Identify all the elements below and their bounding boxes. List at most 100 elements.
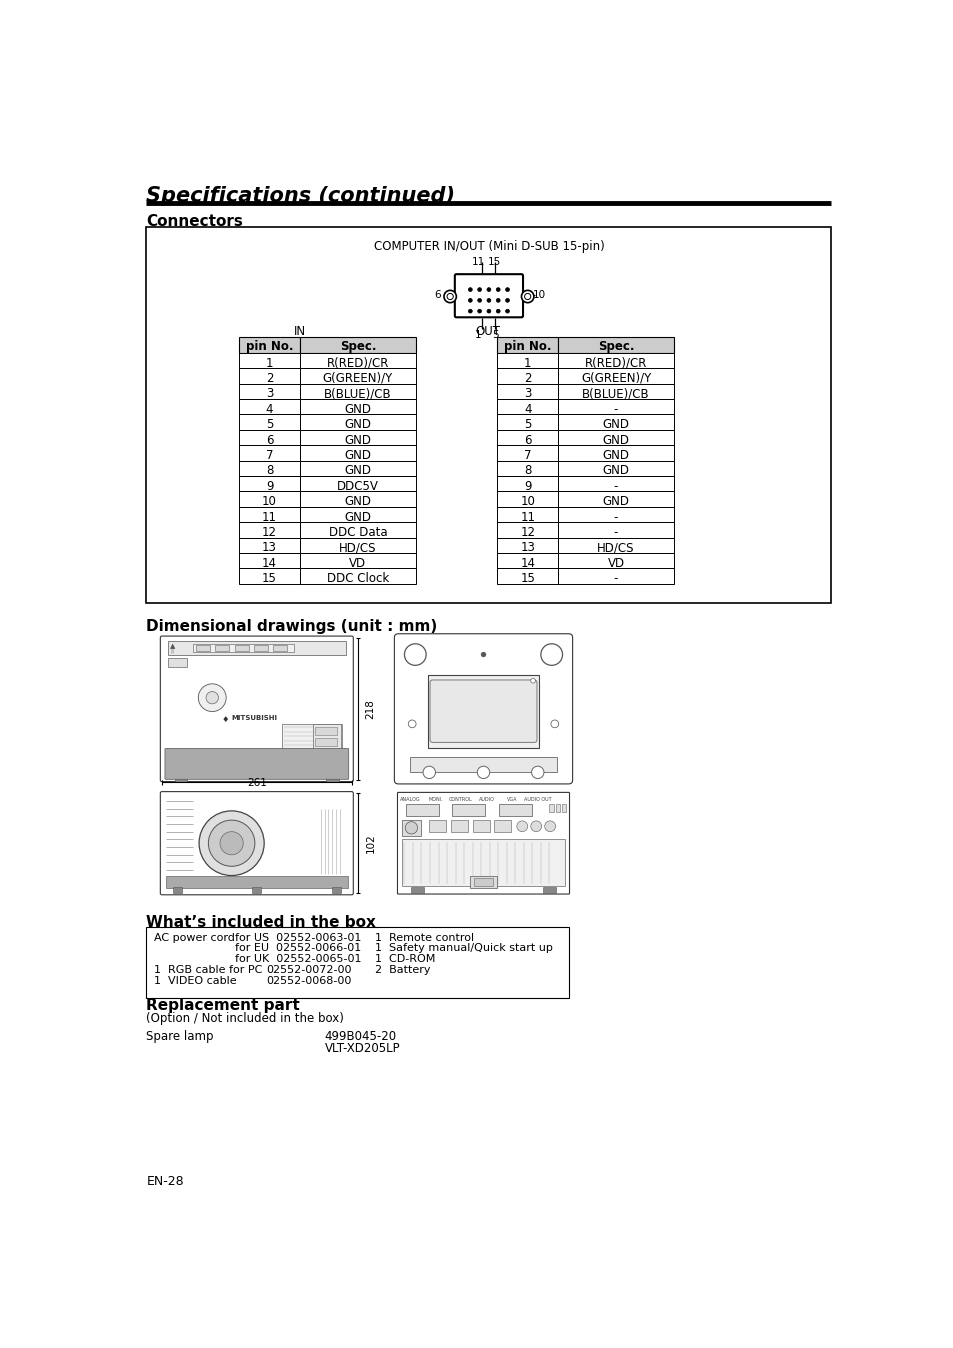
Text: GND: GND — [344, 464, 371, 477]
Bar — [558, 445, 674, 461]
Text: GND: GND — [344, 449, 371, 462]
Bar — [274, 644, 287, 651]
Circle shape — [198, 683, 226, 712]
Circle shape — [505, 309, 509, 313]
Text: Spec.: Spec. — [598, 341, 634, 353]
Bar — [402, 840, 564, 886]
Bar — [239, 569, 299, 584]
Text: (Option / Not included in the box): (Option / Not included in the box) — [146, 1012, 344, 1024]
Bar — [146, 927, 568, 998]
Bar — [498, 803, 531, 817]
Text: GND: GND — [344, 403, 371, 415]
FancyBboxPatch shape — [455, 274, 522, 317]
Circle shape — [486, 309, 491, 313]
Bar — [239, 553, 299, 569]
Text: 499B045-20: 499B045-20 — [324, 1030, 396, 1043]
Text: AUDIO: AUDIO — [478, 797, 494, 802]
FancyBboxPatch shape — [160, 636, 353, 782]
Bar — [558, 538, 674, 553]
Bar — [215, 644, 229, 651]
Text: COMPUTER IN/OUT (Mini D-SUB 15-pin): COMPUTER IN/OUT (Mini D-SUB 15-pin) — [374, 240, 603, 253]
Bar — [239, 337, 299, 353]
Circle shape — [443, 290, 456, 303]
Bar — [299, 337, 416, 353]
Circle shape — [405, 822, 417, 834]
Bar — [497, 353, 558, 368]
Text: -: - — [613, 526, 618, 539]
Text: Spec.: Spec. — [339, 341, 375, 353]
Bar — [497, 507, 558, 522]
Text: HD/CS: HD/CS — [597, 542, 634, 554]
Text: 1  VIDEO cable: 1 VIDEO cable — [154, 976, 236, 985]
Bar — [299, 384, 416, 399]
Text: GND: GND — [602, 449, 629, 462]
Bar — [299, 445, 416, 461]
Text: GND: GND — [344, 511, 371, 523]
Bar — [558, 384, 674, 399]
Bar — [558, 337, 674, 353]
Bar — [166, 876, 348, 888]
Text: -: - — [613, 511, 618, 523]
Circle shape — [480, 652, 485, 656]
Text: VD: VD — [349, 557, 366, 570]
Text: DDC5V: DDC5V — [336, 480, 378, 493]
Circle shape — [540, 644, 562, 666]
Bar — [427, 674, 538, 748]
Bar — [452, 803, 484, 817]
Text: AUDIO OUT: AUDIO OUT — [523, 797, 551, 802]
Text: -: - — [613, 403, 618, 415]
Text: Connectors: Connectors — [146, 214, 243, 229]
Bar — [299, 507, 416, 522]
Text: GND: GND — [344, 434, 371, 446]
Text: 15: 15 — [262, 572, 276, 585]
Circle shape — [496, 309, 499, 313]
Text: R(RED)/CR: R(RED)/CR — [327, 357, 389, 369]
Text: GND: GND — [602, 434, 629, 446]
Bar — [239, 384, 299, 399]
Bar — [497, 461, 558, 476]
Circle shape — [486, 298, 491, 302]
Bar — [469, 876, 497, 888]
Bar — [549, 803, 554, 811]
Text: Specifications (continued): Specifications (continued) — [146, 186, 455, 206]
Bar — [299, 553, 416, 569]
Circle shape — [544, 821, 555, 832]
Text: -: - — [613, 480, 618, 493]
Bar — [239, 476, 299, 491]
Bar — [299, 476, 416, 491]
Text: ▲: ▲ — [170, 643, 175, 648]
Text: Dimensional drawings (unit : mm): Dimensional drawings (unit : mm) — [146, 619, 437, 634]
Bar — [239, 461, 299, 476]
Text: 6: 6 — [434, 290, 440, 301]
Circle shape — [408, 720, 416, 728]
Text: OUT: OUT — [476, 325, 500, 338]
Bar — [315, 737, 336, 747]
Text: MITSUBISHI: MITSUBISHI — [232, 714, 277, 721]
Bar — [252, 887, 261, 894]
Text: 11: 11 — [519, 511, 535, 523]
Text: DDC Data: DDC Data — [328, 526, 387, 539]
Text: 9: 9 — [523, 480, 531, 493]
Text: 1: 1 — [475, 330, 481, 341]
Bar — [315, 748, 336, 758]
Bar — [326, 775, 338, 782]
Bar — [558, 507, 674, 522]
Bar — [239, 491, 299, 507]
Bar — [239, 399, 299, 414]
Text: 02552-0072-00: 02552-0072-00 — [266, 965, 352, 975]
Text: 14: 14 — [519, 557, 535, 570]
Text: 12: 12 — [519, 526, 535, 539]
Bar — [451, 820, 468, 833]
Text: 13: 13 — [519, 542, 535, 554]
Text: 9: 9 — [266, 480, 274, 493]
Bar — [299, 399, 416, 414]
Text: 10: 10 — [262, 495, 276, 508]
Text: What’s included in the box: What’s included in the box — [146, 915, 375, 930]
Circle shape — [496, 287, 499, 291]
Text: VLT-XD205LP: VLT-XD205LP — [324, 1042, 400, 1055]
Text: 8: 8 — [266, 464, 273, 477]
Text: 218: 218 — [365, 698, 375, 718]
Circle shape — [496, 298, 499, 302]
Bar — [497, 384, 558, 399]
Text: pin No.: pin No. — [246, 341, 293, 353]
